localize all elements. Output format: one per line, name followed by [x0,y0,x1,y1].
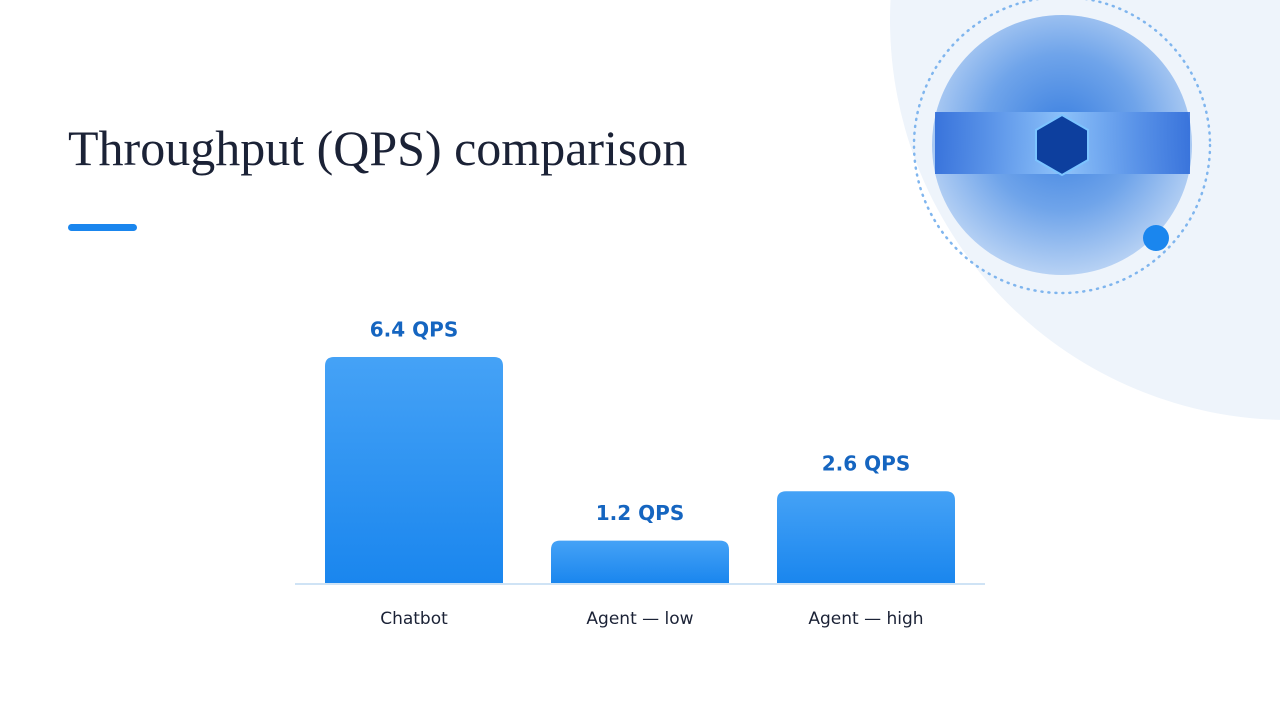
bar [551,540,729,583]
x-tick-label: Agent — low [586,609,693,629]
value-label: 6.4 QPS [370,318,458,342]
accent-dot [1143,225,1169,251]
x-tick-label: Agent — high [808,609,923,629]
value-label: 1.2 QPS [596,501,684,525]
title-accent [68,224,137,231]
dotted-ring [912,0,1212,295]
value-label: 2.6 QPS [822,452,910,476]
bar [777,491,955,583]
bar [325,357,503,583]
image-chip [1035,113,1089,177]
chart-title: Throughput (QPS) comparison [68,120,687,176]
x-tick-label: Chatbot [380,609,448,629]
